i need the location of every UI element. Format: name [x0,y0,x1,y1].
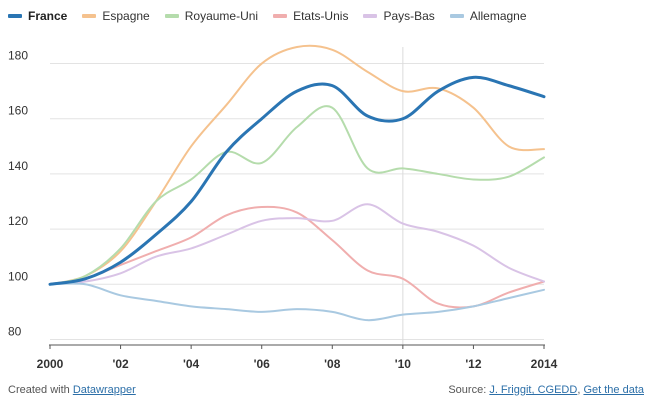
legend-label: Allemagne [469,9,527,23]
series-lines [48,44,546,322]
x-tick-label: '12 [465,357,482,371]
legend-label: Royaume-Uni [184,9,259,23]
y-tick-label: 120 [8,214,28,228]
x-axis-ticks: 2000 '02 '04 '06 '08 '10 '12 2014 [37,344,558,371]
series-line-pays-bas [49,203,545,286]
grid-lines [50,47,544,345]
legend-swatch [164,14,179,18]
legend-item-espagne: Espagne [82,9,150,23]
y-tick-label: 160 [8,104,28,118]
datawrapper-link[interactable]: Datawrapper [72,384,136,396]
x-tick-label: 2014 [531,357,558,371]
get-data-link[interactable]: Get the data [583,384,644,396]
credit-text: Created with [8,384,73,396]
source-footer: Source: J. Friggit, CGEDD, Get the data [448,384,644,396]
legend-swatch [82,14,97,18]
legend-item-royaume-uni: Royaume-Uni [164,9,259,23]
x-tick-label: '02 [112,357,129,371]
y-tick-label: 100 [8,269,28,283]
legend-item-france: France [8,9,67,23]
legend-item-allemagne: Allemagne [449,9,527,23]
y-tick-label: 80 [8,324,22,338]
legend-label: France [28,9,68,23]
credit-footer: Created with Datawrapper [8,384,136,396]
legend-swatch [449,14,464,18]
series-line-etats-unis [49,205,545,309]
source-link[interactable]: J. Friggit, CGEDD [489,384,578,396]
series-line-royaume-uni [49,105,545,286]
x-tick-label: '08 [324,357,341,371]
legend-label: Espagne [102,9,150,23]
line-chart: 80 100 120 140 160 180 2000 '02 '04 '06 '08 '10 '12… [8,44,558,371]
chart-legend: France Espagne Royaume-Uni Etats-Unis Pays-B… [8,9,542,23]
x-tick-label: '04 [183,357,200,371]
y-tick-label: 180 [8,49,28,63]
series-line-espagne [49,44,545,286]
x-tick-label: 2000 [37,357,64,371]
y-tick-label: 140 [8,159,28,173]
x-tick-label: '06 [254,357,271,371]
series-line-france [48,75,546,286]
x-tick-label: '10 [395,357,412,371]
legend-label: Pays-Bas [383,9,435,23]
legend-swatch [363,14,378,18]
legend-swatch [273,14,288,18]
legend-item-pays-bas: Pays-Bas [363,9,435,23]
source-text: Source: [448,384,490,396]
source-separator: , [577,384,584,396]
series-line-allemagne [49,282,545,322]
legend-swatch [8,14,22,18]
legend-label: Etats-Unis [293,9,349,23]
y-axis-ticks: 80 100 120 140 160 180 [8,49,28,339]
legend-item-etats-unis: Etats-Unis [273,9,348,23]
